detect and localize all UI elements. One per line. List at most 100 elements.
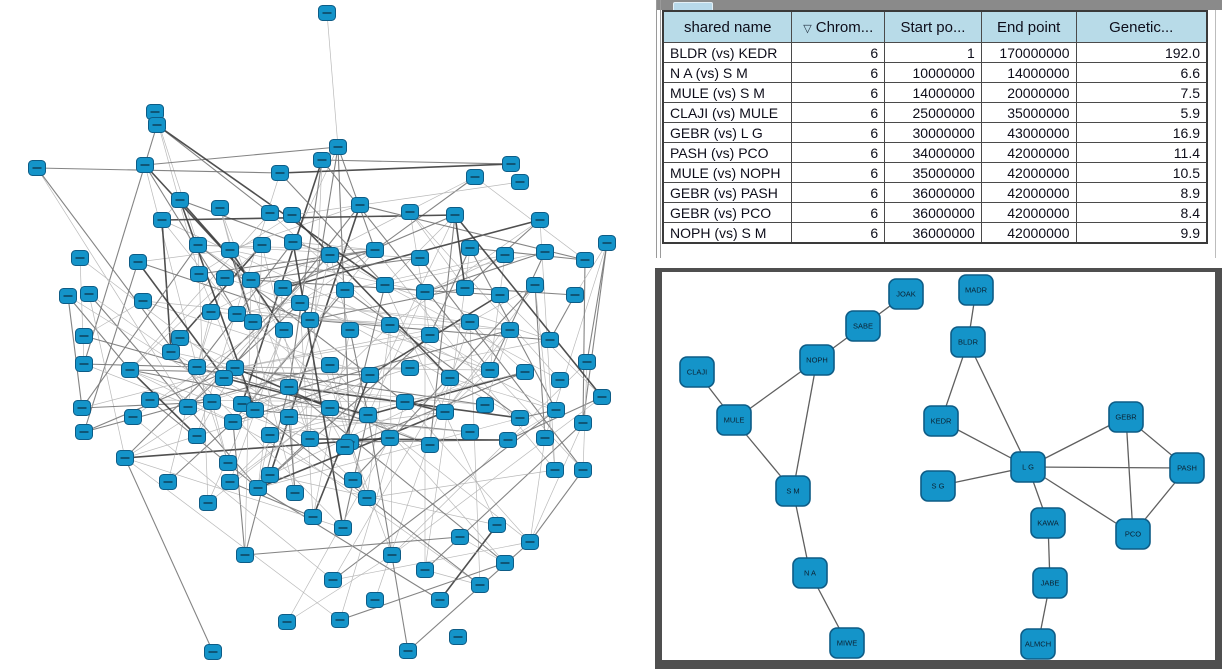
network-node-almch[interactable]: ALMCH <box>1020 628 1056 660</box>
network-node-kawa[interactable]: KAWA <box>1030 507 1066 539</box>
network-node[interactable] <box>511 410 529 426</box>
network-node[interactable] <box>574 415 592 431</box>
network-node[interactable] <box>401 360 419 376</box>
network-node[interactable] <box>334 520 352 536</box>
network-node[interactable] <box>301 312 319 328</box>
column-header-genetic[interactable]: Genetic... <box>1075 10 1208 43</box>
panel-tab-stub[interactable] <box>673 2 713 10</box>
network-node-s-g[interactable]: S G <box>920 470 956 502</box>
network-node[interactable] <box>280 409 298 425</box>
network-node[interactable] <box>321 247 339 263</box>
column-header-chromosome[interactable]: ▽ Chrom... <box>791 10 886 43</box>
table-row[interactable]: GEBR (vs) L G 6 30000000 43000000 16.9 <box>662 122 1208 143</box>
network-node[interactable] <box>291 295 309 311</box>
column-header-shared-name[interactable]: shared name <box>662 10 793 43</box>
network-node[interactable] <box>188 428 206 444</box>
network-node[interactable] <box>431 592 449 608</box>
network-node[interactable] <box>283 207 301 223</box>
network-node[interactable] <box>75 356 93 372</box>
network-node[interactable] <box>481 362 499 378</box>
table-row[interactable]: MULE (vs) NOPH 6 35000000 42000000 10.5 <box>662 162 1208 183</box>
network-node[interactable] <box>148 117 166 133</box>
network-node[interactable] <box>318 5 336 21</box>
network-node[interactable] <box>396 394 414 410</box>
network-node[interactable] <box>574 462 592 478</box>
network-node[interactable] <box>261 205 279 221</box>
network-node-claji[interactable]: CLAJI <box>679 356 715 388</box>
network-node[interactable] <box>511 174 529 190</box>
network-node[interactable] <box>203 394 221 410</box>
network-node[interactable] <box>219 455 237 471</box>
network-node[interactable] <box>179 399 197 415</box>
network-node[interactable] <box>449 629 467 645</box>
network-node-l-g[interactable]: L G <box>1010 451 1046 483</box>
network-node[interactable] <box>451 529 469 545</box>
network-node[interactable] <box>476 397 494 413</box>
small-network-canvas[interactable]: JOAK SABE NOPH CLAJI MULE S M N A MIWE MADR BLDR K… <box>662 272 1215 660</box>
network-node[interactable] <box>159 474 177 490</box>
network-node[interactable] <box>329 139 347 155</box>
network-node[interactable] <box>358 490 376 506</box>
network-node[interactable] <box>286 485 304 501</box>
network-node[interactable] <box>190 266 208 282</box>
network-node[interactable] <box>461 240 479 256</box>
network-node[interactable] <box>71 250 89 266</box>
network-node[interactable] <box>242 272 260 288</box>
network-node[interactable] <box>324 572 342 588</box>
network-node[interactable] <box>73 400 91 416</box>
network-node[interactable] <box>280 379 298 395</box>
network-node[interactable] <box>244 314 262 330</box>
network-node[interactable] <box>136 157 154 173</box>
network-node[interactable] <box>521 534 539 550</box>
network-node[interactable] <box>351 197 369 213</box>
network-node[interactable] <box>171 192 189 208</box>
network-node[interactable] <box>275 322 293 338</box>
network-node[interactable] <box>221 474 239 490</box>
network-node-jabe[interactable]: JABE <box>1032 567 1068 599</box>
network-node[interactable] <box>59 288 77 304</box>
network-node[interactable] <box>189 237 207 253</box>
network-node-joak[interactable]: JOAK <box>888 278 924 310</box>
network-node-s-m[interactable]: S M <box>775 475 811 507</box>
network-node[interactable] <box>246 402 264 418</box>
network-node[interactable] <box>456 280 474 296</box>
network-node[interactable] <box>336 439 354 455</box>
table-row[interactable]: MULE (vs) S M 6 14000000 20000000 7.5 <box>662 82 1208 103</box>
table-row[interactable]: GEBR (vs) PCO 6 36000000 42000000 8.4 <box>662 202 1208 223</box>
table-row[interactable]: GEBR (vs) PASH 6 36000000 42000000 8.9 <box>662 182 1208 203</box>
network-node[interactable] <box>551 372 569 388</box>
network-node[interactable] <box>416 562 434 578</box>
column-header-end-point[interactable]: End point <box>980 10 1077 43</box>
network-node[interactable] <box>547 402 565 418</box>
network-node[interactable] <box>171 330 189 346</box>
network-node[interactable] <box>331 612 349 628</box>
network-node[interactable] <box>598 235 616 251</box>
network-node[interactable] <box>501 322 519 338</box>
network-node-madr[interactable]: MADR <box>958 274 994 306</box>
table-row[interactable]: NOPH (vs) S M 6 36000000 42000000 9.9 <box>662 222 1208 244</box>
table-row[interactable]: CLAJI (vs) MULE 6 25000000 35000000 5.9 <box>662 102 1208 123</box>
network-node[interactable] <box>499 432 517 448</box>
network-node-sabe[interactable]: SABE <box>845 310 881 342</box>
network-node[interactable] <box>541 332 559 348</box>
column-header-start-point[interactable]: Start po... <box>884 10 982 43</box>
network-node[interactable] <box>202 304 220 320</box>
network-node[interactable] <box>401 204 419 220</box>
network-node[interactable] <box>278 614 296 630</box>
network-node[interactable] <box>75 424 93 440</box>
network-node[interactable] <box>361 367 379 383</box>
network-node[interactable] <box>129 254 147 270</box>
network-node[interactable] <box>221 242 239 258</box>
network-node-gebr[interactable]: GEBR <box>1108 401 1144 433</box>
network-node[interactable] <box>134 293 152 309</box>
table-row[interactable]: BLDR (vs) KEDR 6 1 170000000 192.0 <box>662 42 1208 63</box>
network-node[interactable] <box>313 152 331 168</box>
network-node[interactable] <box>215 370 233 386</box>
network-node[interactable] <box>421 437 439 453</box>
network-node[interactable] <box>566 287 584 303</box>
network-node[interactable] <box>336 282 354 298</box>
network-node-noph[interactable]: NOPH <box>799 344 835 376</box>
network-node[interactable] <box>116 450 134 466</box>
network-node[interactable] <box>224 414 242 430</box>
network-node[interactable] <box>304 509 322 525</box>
